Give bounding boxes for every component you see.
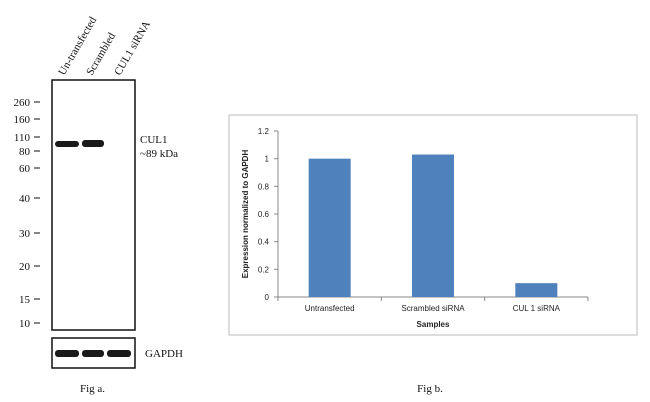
caption: Fig a. [80, 383, 105, 395]
marker-label: 10 [19, 318, 31, 330]
y-axis-label: Expression normalized to GAPDH [241, 150, 250, 279]
marker-label: 60 [19, 163, 31, 175]
western-blot: Un-transfected Scrambled CUL1 siRNA 260 … [14, 14, 183, 395]
bar [308, 158, 351, 297]
bar [412, 154, 454, 297]
caption: Fig b. [417, 383, 443, 395]
marker-label: 20 [19, 261, 31, 273]
band-label: CUL1 [140, 134, 168, 146]
x-tick-label: CUL 1 siRNA [513, 304, 561, 313]
y-tick-label: 1 [265, 155, 270, 164]
band [55, 350, 79, 357]
y-tick-label: 0.4 [258, 238, 270, 247]
y-tick-label: 0.8 [258, 182, 270, 191]
marker-label: 30 [19, 228, 31, 240]
band-size: ~89 kDa [140, 148, 178, 160]
marker-label: 260 [14, 97, 31, 109]
x-axis-label: Samples [417, 320, 450, 329]
y-tick-label: 0.2 [258, 265, 270, 274]
marker-label: 15 [19, 294, 31, 306]
lane-label: CUL1 siRNA [112, 19, 153, 78]
bar [515, 283, 558, 297]
marker-label: 160 [14, 114, 31, 126]
band [107, 350, 131, 357]
x-tick-label: Scrambled siRNA [401, 304, 465, 313]
band [82, 350, 104, 357]
band [82, 140, 104, 147]
blot-frame [51, 79, 136, 331]
loading-control-label: GAPDH [145, 348, 183, 360]
x-tick-label: Untransfected [305, 304, 355, 313]
band [55, 141, 79, 147]
y-tick-label: 0 [265, 293, 270, 302]
marker-label: 40 [19, 193, 31, 205]
y-tick-label: 0.6 [258, 210, 270, 219]
marker-label: 110 [14, 132, 31, 144]
y-tick-label: 1.2 [258, 127, 270, 136]
marker-label: 80 [19, 146, 31, 158]
bar-chart: 0 0.2 0.4 0.6 0.8 1 1.2 Untransfected Scrambled … [241, 127, 589, 329]
